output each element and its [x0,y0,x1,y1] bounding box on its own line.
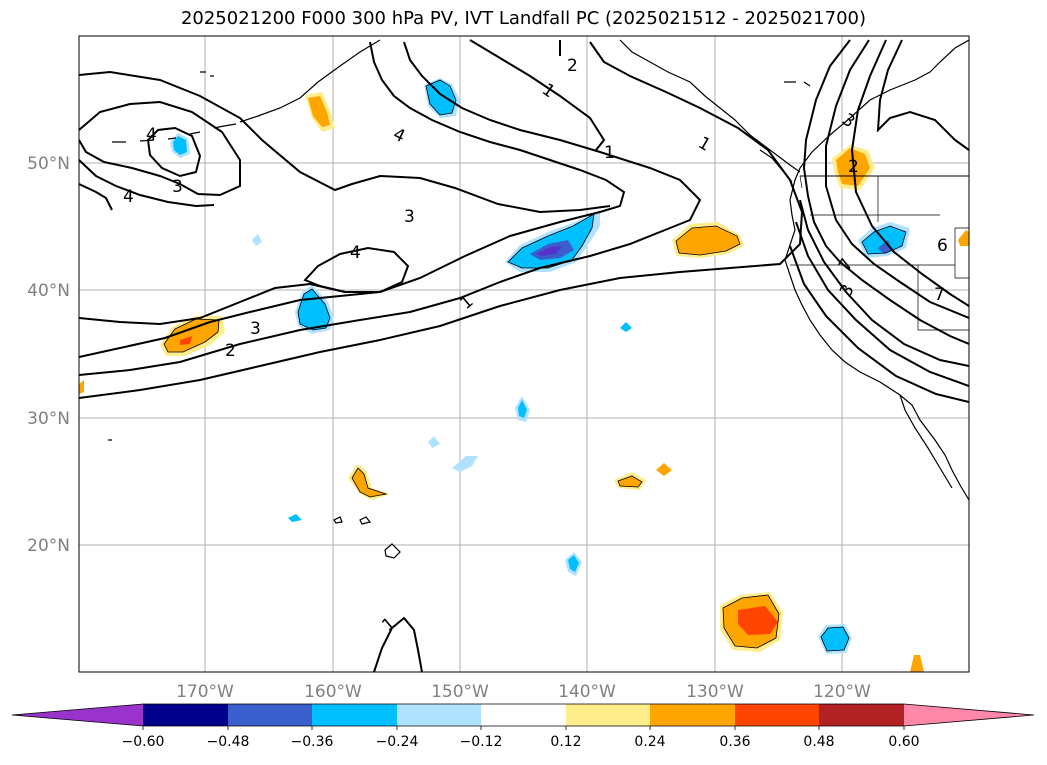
lon-label: 120°W [813,682,871,702]
shade-negative [173,136,187,155]
contour-label: 3 [250,319,261,339]
shade-positive [676,226,740,255]
lon-label: 150°W [431,682,489,702]
shade-negative [252,234,262,246]
colorbar-segment [12,704,143,726]
longitude-labels: 170°W 160°W 150°W 140°W 130°W 120°W [176,682,871,702]
colorbar-tick-label: 0.36 [719,734,750,750]
colorbar-segment [819,704,904,726]
lat-label: 20°N [27,536,70,556]
coastlines [108,39,969,559]
shade-positive [958,230,969,246]
colorbar-segment [735,704,819,726]
colorbar-segment [650,704,735,726]
shade-positive [180,336,192,345]
colorbar-segment [397,704,481,726]
shade-positive [352,468,386,497]
colorbar-tick-label: −0.12 [460,734,503,750]
lon-label: 130°W [686,682,744,702]
contour-label: 3 [404,207,415,227]
colorbar-tick-label: −0.60 [122,734,165,750]
map-title: 2025021200 F000 300 hPa PV, IVT Landfall… [180,8,867,29]
lat-label: 40°N [27,281,70,301]
contour-label: 4 [146,125,157,145]
colorbar-segment [481,704,566,726]
shade-positive [738,606,778,635]
contour-label: 4 [350,243,361,263]
shade-positive [910,655,924,672]
shade-negative [428,436,440,448]
colorbar-segment [312,704,397,726]
shade-negative [620,322,632,332]
map-border [78,35,970,673]
contour-label: 3 [172,177,183,197]
colorbar-tick-label: 0.24 [634,734,665,750]
shade-negative [508,214,594,268]
contour-label: 7 [934,285,945,305]
shade-negative [536,246,562,256]
contour-label: 2 [848,157,859,177]
lat-label: 30°N [27,409,70,429]
lon-label: 140°W [558,682,616,702]
shade-negative [878,240,892,254]
contour-label: 2 [225,341,236,361]
colorbar-tick-label: −0.24 [376,734,419,750]
shade-positive [308,96,330,127]
shade-positive [656,463,672,476]
colorbar-tick-label: 0.60 [888,734,919,750]
contour-label: 2 [567,56,578,76]
colorbar-tick-label: 0.48 [803,734,834,750]
shade-negative [518,400,527,418]
shade-negative [288,514,302,522]
latitude-labels: 50°N 40°N 30°N 20°N [27,154,70,556]
colorbar-segment [143,704,228,726]
lon-label: 170°W [176,682,234,702]
colorbar-tick-label: −0.48 [207,734,250,750]
contour-label: 4 [123,187,134,207]
colorbar-segment [904,704,1034,726]
contour-label: 6 [937,236,948,256]
colorbar: −0.60 −0.48 −0.36 −0.24 −0.12 0.12 0.24 0.36 0.4… [11,703,1035,750]
contour-label: 1 [604,143,615,163]
lat-label: 50°N [27,154,70,174]
shade-negative [452,456,478,472]
lon-label: 160°W [304,682,362,702]
pv-shading [79,78,969,672]
colorbar-tick-label: 0.12 [550,734,581,750]
colorbar-segment [566,704,650,726]
shade-positive [79,380,84,394]
shade-positive [164,319,219,352]
shade-negative [568,555,579,572]
colorbar-segment [228,704,312,726]
shade-negative [821,627,849,651]
bold-contours [79,39,969,672]
colorbar-tick-label: −0.36 [291,734,334,750]
